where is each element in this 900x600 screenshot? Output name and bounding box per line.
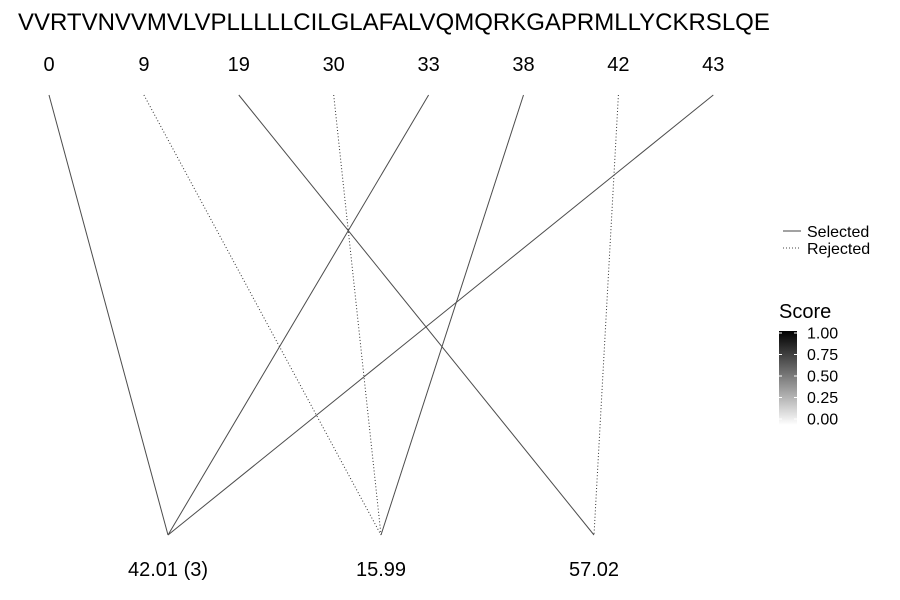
position-label-0: 0 xyxy=(43,54,54,76)
score-tick-label: 1.00 xyxy=(807,326,838,343)
edge-19-to-57-02-selected xyxy=(238,94,595,536)
peptide-sequence: VVRTVNVVMVLVPLLLLLCILGLAFALVQMQRKGAPRMLL… xyxy=(18,9,770,36)
position-label-38: 38 xyxy=(512,54,534,76)
mass-labels: 42.01 (3) 15.99 57.02 xyxy=(128,559,619,581)
edge-9-to-15-99-rejected xyxy=(143,94,382,536)
score-legend-title: Score xyxy=(779,301,831,323)
position-label-30: 30 xyxy=(323,54,345,76)
mass-label-15-99: 15.99 xyxy=(356,559,406,581)
legend-rejected-label: Rejected xyxy=(807,241,870,258)
score-tick-label: 0.50 xyxy=(807,369,838,386)
edge-43-to-42-01-3-selected xyxy=(167,94,714,536)
score-colorbar xyxy=(779,331,797,425)
score-legend: Score 1.00 0.75 0.50 0.25 0.00 xyxy=(779,301,838,429)
score-tick-label: 0.25 xyxy=(807,390,838,407)
edge-0-to-42-01-3-selected xyxy=(48,94,169,536)
legend-selected-label: Selected xyxy=(807,224,869,241)
position-label-9: 9 xyxy=(138,54,149,76)
position-label-33: 33 xyxy=(417,54,439,76)
position-label-19: 19 xyxy=(228,54,250,76)
position-label-42: 42 xyxy=(607,54,629,76)
mass-label-42-01-3: 42.01 (3) xyxy=(128,559,208,581)
linetype-legend: Selected Rejected xyxy=(783,224,870,258)
score-ticks: 1.00 0.75 0.50 0.25 0.00 xyxy=(779,326,838,429)
score-tick-label: 0.75 xyxy=(807,347,838,364)
edge-33-to-42-01-3-selected xyxy=(167,94,430,536)
mass-label-57-02: 57.02 xyxy=(569,559,619,581)
edge-42-to-57-02-rejected xyxy=(593,94,619,536)
position-label-43: 43 xyxy=(702,54,724,76)
edge-38-to-15-99-selected xyxy=(380,94,524,536)
edge-30-to-15-99-rejected xyxy=(333,94,382,536)
connection-lines xyxy=(48,94,714,536)
position-labels: 0 9 19 30 33 38 42 43 xyxy=(43,54,724,76)
score-tick-label: 0.00 xyxy=(807,412,838,429)
